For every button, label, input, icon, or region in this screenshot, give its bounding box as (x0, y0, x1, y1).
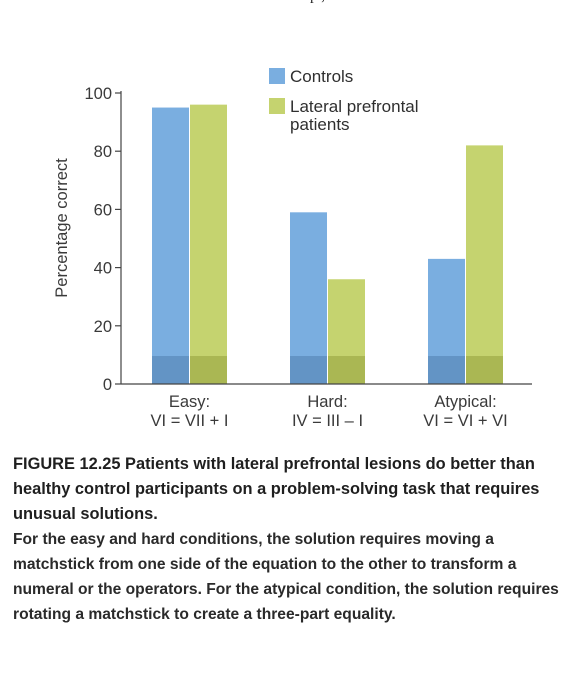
x-category-label: Easy: (169, 393, 210, 411)
legend-label: Controls (290, 67, 353, 86)
bars (152, 104, 503, 385)
legend-swatch (269, 98, 285, 114)
x-category-label: Hard: (307, 393, 347, 411)
bar-base-shade (152, 356, 189, 384)
bar-controls (290, 212, 327, 384)
x-category-equation: VI = VII + I (151, 412, 229, 430)
y-tick-label: 0 (103, 376, 112, 394)
y-tick-label: 20 (94, 318, 112, 336)
bar-base-shade (466, 356, 503, 384)
bar-base-shade (428, 356, 465, 384)
bar-controls (152, 107, 189, 385)
bar-patients (466, 145, 503, 384)
x-category-label: Atypical: (434, 393, 496, 411)
legend-swatch (269, 68, 285, 84)
x-axis: Easy:VI = VII + I Hard:IV = III – I Atypic… (121, 383, 532, 430)
y-tick-label: 100 (84, 85, 112, 103)
legend-label: Lateral prefrontal (290, 97, 419, 116)
caption-title: FIGURE 12.25 Patients with lateral prefr… (13, 455, 540, 523)
bar-base-shade (190, 356, 227, 384)
cropped-top-text: p , (310, 0, 325, 5)
y-tick-label: 80 (94, 143, 112, 161)
bar-patients (190, 104, 227, 384)
bar-base-shade (290, 356, 327, 384)
caption-body: For the easy and hard conditions, the so… (13, 531, 559, 623)
x-category-equation: IV = III – I (292, 412, 363, 430)
legend-label: patients (290, 115, 350, 134)
y-tick-label: 40 (94, 260, 112, 278)
y-axis: 0 20 40 60 80 100 (84, 85, 122, 394)
bar-base-shade (328, 356, 365, 384)
x-category-equation: VI = VI + VI (423, 412, 507, 430)
bar-chart: 0 20 40 60 80 100 Easy:VI = VII + I Hard:IV = … (53, 67, 532, 430)
y-axis-label: Percentage correct (53, 158, 71, 298)
figure-caption: FIGURE 12.25 Patients with lateral prefr… (13, 452, 565, 627)
y-tick-label: 60 (94, 201, 112, 219)
